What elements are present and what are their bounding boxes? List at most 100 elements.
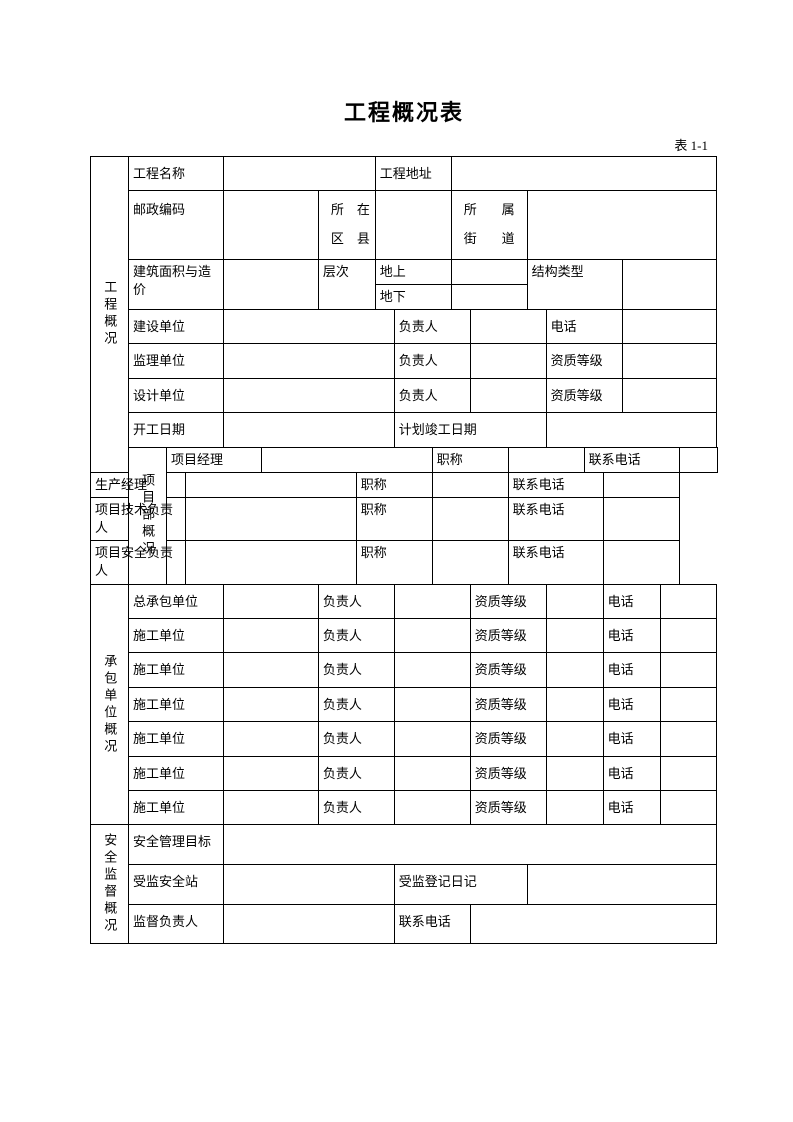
cell — [432, 497, 508, 540]
label-unit: 施工单位 — [128, 790, 223, 824]
cell — [603, 541, 679, 584]
table-row: 生产经理 职称 联系电话 — [91, 472, 718, 497]
label-contact2: 联系电话 — [394, 904, 470, 944]
label-qual: 资质等级 — [470, 756, 546, 790]
cell — [432, 541, 508, 584]
label-qual: 资质等级 — [470, 687, 546, 721]
label-lead: 负责人 — [318, 619, 394, 653]
label-title: 职称 — [432, 447, 508, 472]
label-title: 职称 — [356, 541, 432, 584]
cell — [223, 157, 375, 191]
table-row: 项目部概况 项目经理 职称 联系电话 — [91, 447, 718, 472]
cell — [660, 619, 717, 653]
label-unit: 施工单位 — [128, 619, 223, 653]
cell — [223, 653, 318, 687]
label-qual: 资质等级 — [470, 619, 546, 653]
table-row: 项目安全负责人 职称 联系电话 — [91, 541, 718, 584]
label-lead: 负责人 — [318, 756, 394, 790]
cell — [185, 472, 356, 497]
label-contact: 联系电话 — [508, 472, 603, 497]
cell — [223, 722, 318, 756]
label-contact: 联系电话 — [508, 497, 603, 540]
cell — [394, 687, 470, 721]
cell — [508, 447, 584, 472]
cell — [375, 191, 451, 259]
label-lead: 负责人 — [318, 687, 394, 721]
table-number: 表 1-1 — [90, 135, 708, 154]
cell — [527, 191, 717, 259]
label-safetylead: 项目安全负责人 — [91, 541, 186, 584]
cell — [223, 413, 394, 447]
cell — [432, 472, 508, 497]
cell — [470, 309, 546, 343]
section-header-project: 工程概况 — [91, 157, 129, 473]
label-project-name: 工程名称 — [128, 157, 223, 191]
cell — [223, 378, 394, 412]
cell — [660, 687, 717, 721]
cell — [622, 344, 717, 378]
cell — [223, 756, 318, 790]
label-floors: 层次 — [318, 259, 375, 309]
page-title: 工程概况表 — [90, 95, 718, 127]
cell — [261, 447, 432, 472]
cell — [622, 309, 717, 343]
label-qual: 资质等级 — [470, 790, 546, 824]
label-postal: 邮政编码 — [128, 191, 223, 259]
cell — [622, 378, 717, 412]
cell — [470, 378, 546, 412]
table-row: 工程概况 工程名称 工程地址 — [91, 157, 718, 191]
label-structure: 结构类型 — [527, 259, 622, 309]
cell — [223, 259, 318, 309]
cell — [223, 904, 394, 944]
label-phone: 电话 — [603, 653, 660, 687]
label-designer: 设计单位 — [128, 378, 223, 412]
cell — [546, 413, 717, 447]
label-design-qual: 资质等级 — [546, 378, 622, 412]
label-title: 职称 — [356, 497, 432, 540]
cell — [394, 790, 470, 824]
label-owner-phone: 电话 — [546, 309, 622, 343]
cell — [223, 309, 394, 343]
label-lead: 负责人 — [318, 584, 394, 618]
cell — [223, 191, 318, 259]
label-owner: 建设单位 — [128, 309, 223, 343]
label-unit: 施工单位 — [128, 653, 223, 687]
label-qual: 资质等级 — [470, 722, 546, 756]
cell — [546, 722, 603, 756]
section-header-safety: 安全监督概况 — [91, 825, 129, 944]
cell — [451, 284, 527, 309]
cell — [223, 584, 318, 618]
label-contact: 联系电话 — [584, 447, 679, 472]
overview-table: 工程概况 工程名称 工程地址 邮政编码 所 在 区 县 所 属 街 道 建筑面积… — [90, 156, 718, 944]
cell — [603, 472, 679, 497]
cell — [546, 584, 603, 618]
table-row: 安全监督概况 安全管理目标 — [91, 825, 718, 865]
table-row: 项目技术负责人 职称 联系电话 — [91, 497, 718, 540]
table-row: 承包单位概况 总承包单位 负责人 资质等级 电话 — [91, 584, 718, 618]
label-station: 受监安全站 — [128, 865, 223, 905]
label-reg-diary: 受监登记日记 — [394, 865, 527, 905]
table-row: 监督负责人 联系电话 — [91, 904, 718, 944]
label-super-lead: 负责人 — [394, 344, 470, 378]
label-super-lead2: 监督负责人 — [128, 904, 223, 944]
label-contact: 联系电话 — [508, 541, 603, 584]
page-container: 工程概况表 表 1-1 工程概况 工程名称 工程地址 邮政编码 所 — [0, 0, 793, 1004]
cell — [660, 790, 717, 824]
label-safety-goal: 安全管理目标 — [128, 825, 223, 865]
table-row: 设计单位 负责人 资质等级 — [91, 378, 718, 412]
cell — [546, 756, 603, 790]
label-unit: 施工单位 — [128, 722, 223, 756]
cell — [223, 687, 318, 721]
label-phone: 电话 — [603, 756, 660, 790]
table-row: 建筑面积与造价 层次 地上 结构类型 — [91, 259, 718, 284]
label-phone: 电话 — [603, 722, 660, 756]
label-lead: 负责人 — [318, 653, 394, 687]
label-prodm: 生产经理 — [91, 472, 186, 497]
cell — [223, 825, 717, 865]
cell — [546, 790, 603, 824]
table-row: 施工单位 负责人 资质等级 电话 — [91, 687, 718, 721]
cell — [394, 722, 470, 756]
cell — [660, 584, 717, 618]
label-unit: 施工单位 — [128, 687, 223, 721]
label-gc: 总承包单位 — [128, 584, 223, 618]
